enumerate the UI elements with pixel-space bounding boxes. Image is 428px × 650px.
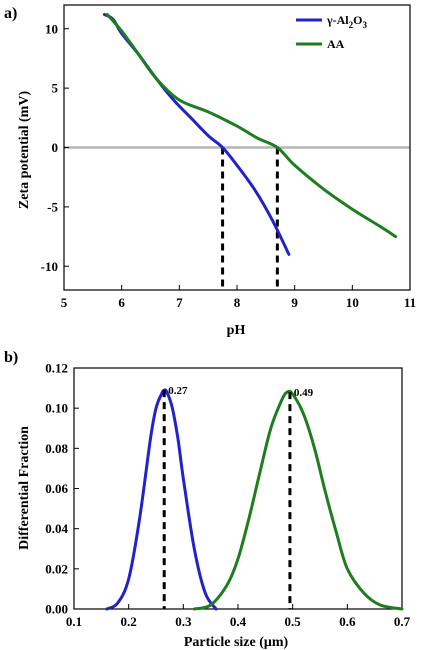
panel-b-y-tick-label: 0.04 bbox=[45, 521, 68, 536]
panel-a-x-tick-label: 10 bbox=[346, 295, 359, 310]
panel-b-x-tick-label: 0.5 bbox=[285, 614, 302, 629]
panel-a-y-tick-label: 10 bbox=[45, 21, 58, 36]
panel-a-y-tick-label: -5 bbox=[47, 199, 58, 214]
panel-a-x-tick-label: 11 bbox=[404, 295, 416, 310]
panel-b-x-tick-label: 0.6 bbox=[339, 614, 356, 629]
panel-a-y-tick-label: -10 bbox=[41, 259, 58, 274]
panel-b-x-tick-label: 0.1 bbox=[66, 614, 82, 629]
panel-b-peak-label: 0.27 bbox=[168, 385, 188, 397]
legend-label-alumina: γ-Al2O3 bbox=[326, 13, 367, 30]
panel-b-y-tick-label: 0.00 bbox=[45, 602, 68, 617]
panel-b-series-blue-peak bbox=[105, 388, 218, 611]
panel-a-x-tick-label: 5 bbox=[61, 295, 68, 310]
panel-b-series-green-peak bbox=[192, 389, 404, 611]
panel-b-y-tick-label: 0.06 bbox=[45, 481, 68, 496]
panel-a-label: a) bbox=[4, 5, 17, 22]
panel-a-legend: γ-Al2O3 AA bbox=[296, 13, 367, 51]
panel-b-x-tick-label: 0.7 bbox=[394, 614, 411, 629]
panel-b-y-axis-title: Differential Fraction bbox=[17, 426, 32, 550]
panel-a-x-tick-label: 6 bbox=[118, 295, 125, 310]
legend-label-aa: AA bbox=[327, 37, 345, 51]
panel-b-label: b) bbox=[4, 349, 18, 366]
panel-a-x-tick-label: 8 bbox=[234, 295, 241, 310]
panel-a-zeta-potential-chart: a) Zeta potential (mV) pH 5 6 7 8 9 10 11 10 5 0 -… bbox=[4, 4, 416, 338]
panel-a-series-aa bbox=[105, 13, 398, 239]
panel-b-plot-frame bbox=[73, 367, 403, 610]
panel-a-y-tick-label: 0 bbox=[52, 140, 59, 155]
panel-b-x-tick-label: 0.4 bbox=[230, 614, 247, 629]
panel-a-x-tick-label: 9 bbox=[291, 295, 298, 310]
panel-b-x-tick-label: 0.3 bbox=[175, 614, 192, 629]
panel-a-series-alumina bbox=[102, 13, 291, 256]
panel-b-x-tick-label: 0.2 bbox=[121, 614, 137, 629]
panel-b-y-tick-label: 0.08 bbox=[45, 441, 68, 456]
panel-a-y-tick-label: 5 bbox=[52, 81, 59, 96]
panel-b-peak-label: 0.49 bbox=[294, 387, 314, 399]
panel-a-y-axis-title: Zeta potential (mV) bbox=[17, 91, 32, 210]
panel-a-x-tick-label: 7 bbox=[176, 295, 183, 310]
panel-b-y-tick-label: 0.10 bbox=[45, 401, 68, 416]
panel-a-x-axis-title: pH bbox=[227, 323, 246, 338]
panel-b-y-tick-label: 0.12 bbox=[45, 361, 68, 376]
panel-b-y-tick-label: 0.02 bbox=[45, 561, 68, 576]
panel-b-particle-size-chart: b) Differential Fraction Particle size (… bbox=[4, 349, 411, 650]
panel-b-x-axis-title: Particle size (μm) bbox=[184, 635, 289, 650]
